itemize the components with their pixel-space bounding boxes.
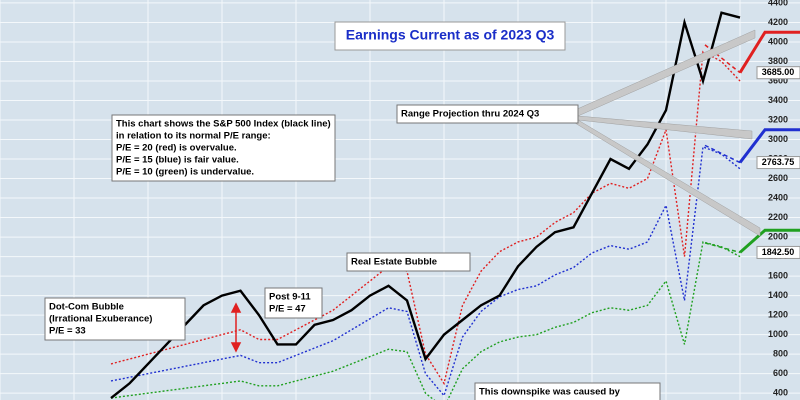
y-tick-label: 3800	[768, 56, 788, 66]
projection-label-box	[756, 66, 800, 80]
chart-title: Earnings Current as of 2023 Q3	[346, 27, 555, 43]
projection-line	[738, 128, 800, 164]
projection-line	[738, 30, 800, 74]
annotation-box	[44, 297, 186, 341]
y-tick-label: 600	[773, 368, 788, 378]
y-tick-label: 2200	[768, 212, 788, 222]
series-line	[110, 50, 741, 386]
lines: 3685.00 2763.75 1842.50	[110, 11, 800, 400]
projection-label: 1842.50	[762, 247, 795, 257]
annotation-text: in relation to its normal P/E range:	[116, 131, 271, 142]
annotation-box	[264, 287, 323, 319]
annotation-text: P/E = 15 (blue) is fair value.	[116, 155, 239, 166]
annotation-box	[346, 252, 471, 272]
y-tick-label: 2000	[768, 231, 788, 241]
annotation-text: This chart shows the S&P 500 Index (blac…	[116, 119, 331, 130]
series-line	[110, 145, 741, 398]
annotation-box	[111, 114, 336, 182]
projection-label-box	[756, 245, 800, 259]
projection-label-box	[756, 156, 800, 170]
y-tick-label: 3400	[768, 95, 788, 105]
projection-dashed	[704, 242, 741, 254]
annotation-text: Post 9-11	[269, 292, 311, 303]
projection-label: 2763.75	[762, 157, 795, 167]
annotation-text: Range Projection thru 2024 Q3	[401, 109, 539, 120]
series-line	[110, 241, 741, 400]
y-tick-label: 1000	[768, 329, 788, 339]
annotation-text: P/E = 10 (green) is undervalue.	[116, 167, 254, 178]
annotation-box	[396, 104, 579, 124]
annotation-box	[474, 382, 661, 400]
y-tick-label: 4200	[768, 17, 788, 27]
y-tick-label: 4000	[768, 36, 788, 46]
title-box	[334, 21, 566, 51]
annotation-text: P/E = 20 (red) is overvalue.	[116, 143, 237, 154]
annotation-text: This downspike was caused by	[479, 387, 621, 398]
series-line	[110, 11, 741, 399]
y-tick-label: 2400	[768, 192, 788, 202]
y-tick-label: 400	[773, 388, 788, 398]
y-tick-label: 1600	[768, 270, 788, 280]
annotation-text: P/E = 47	[269, 304, 306, 315]
y-tick-label: 3600	[768, 75, 788, 85]
y-tick-label: 2600	[768, 173, 788, 183]
projection-label: 3685.00	[762, 67, 795, 77]
arrow-head	[230, 302, 242, 313]
y-tick-label: 800	[773, 349, 788, 359]
y-tick-label: 1400	[768, 290, 788, 300]
y-tick-label: 3000	[768, 134, 788, 144]
arrow-head	[230, 342, 242, 353]
red-arrow	[230, 302, 242, 353]
y-tick-label: 1200	[768, 309, 788, 319]
annotation-text: Real Estate Bubble	[351, 257, 437, 268]
y-tick-label: 3200	[768, 114, 788, 124]
annotations: This chart shows the S&P 500 Index (blac…	[44, 104, 661, 400]
annotation-text: (Irrational Exuberance)	[49, 314, 152, 325]
pointers	[574, 29, 761, 237]
annotation-text: P/E = 33	[49, 326, 86, 337]
annotation-text: Dot-Com Bubble	[49, 302, 124, 313]
y-tick-label: 4400	[768, 0, 788, 7]
projection-line	[739, 228, 800, 254]
